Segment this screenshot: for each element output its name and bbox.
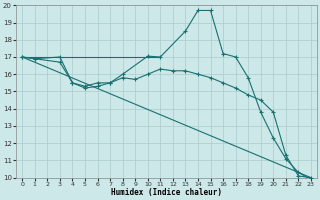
X-axis label: Humidex (Indice chaleur): Humidex (Indice chaleur) xyxy=(111,188,222,197)
